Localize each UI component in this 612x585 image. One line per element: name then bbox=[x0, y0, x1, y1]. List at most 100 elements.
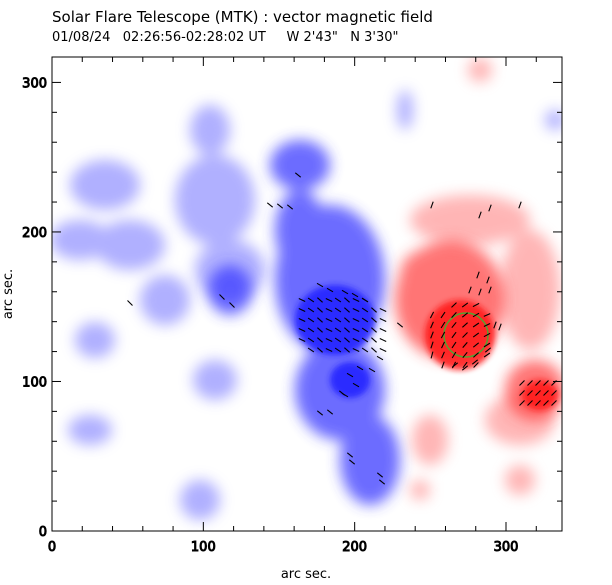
field-vector bbox=[451, 331, 457, 339]
field-vector bbox=[440, 331, 446, 339]
field-vector bbox=[535, 400, 541, 406]
field-vector bbox=[518, 201, 522, 209]
field-vector bbox=[462, 322, 468, 328]
field-vector bbox=[551, 390, 557, 396]
field-vector bbox=[527, 380, 533, 386]
field-vector bbox=[326, 287, 334, 293]
field-vector bbox=[307, 337, 315, 343]
field-vector bbox=[519, 390, 525, 396]
field-vector bbox=[371, 317, 377, 323]
field-vector bbox=[334, 337, 342, 343]
field-vector bbox=[519, 400, 525, 406]
field-vector bbox=[519, 380, 525, 386]
field-vector bbox=[307, 347, 315, 353]
field-vector bbox=[543, 400, 549, 406]
y_axis-tick-label: 200 bbox=[22, 226, 47, 241]
field-vector bbox=[498, 323, 502, 331]
field-vector bbox=[451, 362, 459, 368]
field-vector bbox=[379, 338, 387, 342]
field-vector bbox=[543, 380, 549, 386]
field-vector bbox=[371, 307, 377, 313]
field-vector bbox=[461, 365, 469, 371]
field-vector bbox=[472, 332, 480, 338]
image-subtitle: 01/08/24 02:26:56-02:28:02 UT W 2'43" N … bbox=[52, 30, 399, 45]
field-vector bbox=[317, 347, 323, 353]
field-vector bbox=[535, 390, 541, 396]
field-vector bbox=[378, 479, 386, 485]
field-vector bbox=[473, 362, 479, 368]
field-vector bbox=[472, 322, 480, 328]
field-vector bbox=[317, 327, 323, 333]
field-vector bbox=[379, 308, 387, 312]
field-vector bbox=[317, 317, 323, 323]
field-vector bbox=[352, 348, 360, 352]
field-vector bbox=[352, 382, 360, 388]
field-vector bbox=[484, 347, 492, 353]
field-vector bbox=[543, 390, 549, 396]
field-vector bbox=[461, 312, 469, 318]
x-axis-label: arc sec. bbox=[281, 567, 331, 582]
field-vector bbox=[338, 390, 346, 396]
field-vector bbox=[551, 400, 557, 406]
field-vector bbox=[325, 338, 333, 342]
field-vector bbox=[441, 351, 445, 359]
field-vector bbox=[352, 308, 360, 312]
field-vector bbox=[361, 297, 369, 303]
field-vector bbox=[351, 292, 359, 298]
field-vector bbox=[344, 327, 350, 333]
field-vector bbox=[127, 300, 133, 306]
field-vector bbox=[352, 338, 360, 342]
field-vector bbox=[334, 297, 342, 303]
field-vector bbox=[346, 372, 354, 378]
field-vector bbox=[483, 342, 491, 348]
field-vector bbox=[361, 347, 369, 353]
field-vector bbox=[535, 380, 541, 386]
field-vector bbox=[483, 323, 491, 327]
field-vector bbox=[298, 338, 306, 342]
field-vector bbox=[229, 302, 235, 308]
field-vector bbox=[478, 211, 482, 219]
field-vector bbox=[298, 318, 306, 322]
field-vector bbox=[361, 307, 369, 313]
field-vector bbox=[371, 327, 377, 333]
x_axis-tick-label: 0 bbox=[48, 540, 56, 555]
y-axis-label: arc sec. bbox=[1, 269, 16, 319]
field-vector bbox=[334, 317, 342, 323]
field-vector bbox=[286, 204, 294, 210]
field-vector bbox=[483, 352, 491, 358]
field-vector bbox=[379, 348, 387, 352]
field-vector bbox=[486, 276, 490, 284]
field-vector bbox=[451, 341, 457, 349]
field-vector bbox=[352, 328, 360, 332]
field-vector bbox=[307, 327, 315, 333]
field-vector bbox=[298, 298, 306, 302]
field-vector bbox=[462, 351, 468, 359]
field-vector bbox=[361, 337, 369, 343]
field-vector bbox=[298, 328, 306, 332]
field-vector bbox=[472, 302, 480, 308]
field-vector bbox=[317, 297, 323, 303]
field-vector bbox=[472, 342, 480, 348]
field-vector bbox=[361, 317, 369, 323]
field-vector bbox=[341, 289, 349, 295]
field-vector bbox=[441, 361, 445, 369]
field-vector bbox=[307, 297, 315, 303]
field-vector bbox=[316, 410, 324, 416]
x_axis-tick-label: 100 bbox=[191, 540, 216, 555]
field-vector bbox=[462, 342, 468, 348]
field-vector bbox=[441, 341, 445, 349]
field-vector bbox=[430, 341, 434, 349]
field-vector bbox=[473, 352, 479, 358]
field-vector bbox=[451, 302, 457, 308]
field-vector bbox=[468, 286, 472, 294]
field-vector bbox=[219, 294, 225, 300]
field-vector bbox=[298, 308, 306, 312]
field-vector bbox=[317, 337, 323, 343]
field-vector bbox=[344, 317, 350, 323]
field-vector bbox=[334, 347, 342, 353]
magnetogram-image bbox=[52, 57, 562, 531]
field-vector bbox=[266, 202, 274, 208]
transverse-field-vectors bbox=[127, 172, 557, 485]
field-vector bbox=[376, 472, 384, 478]
